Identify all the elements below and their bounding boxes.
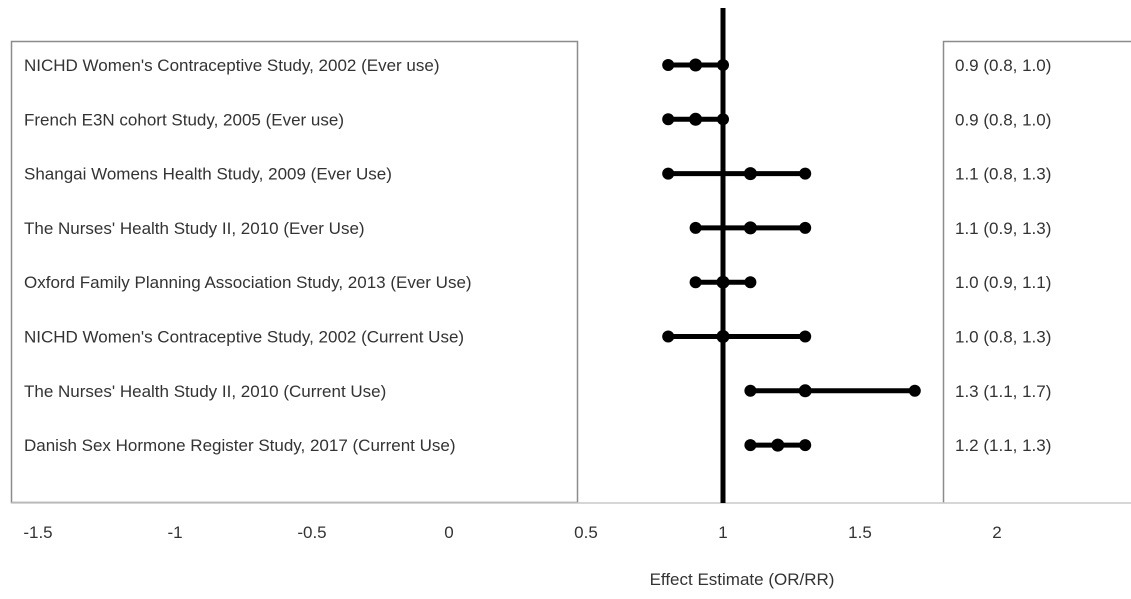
point-estimate-marker (689, 58, 703, 72)
ci-lower-marker (689, 276, 702, 289)
point-estimate-marker (689, 112, 703, 126)
ci-upper-marker (799, 167, 812, 180)
ci-upper-marker (908, 384, 921, 397)
x-tick-label: 0 (444, 523, 453, 542)
study-label: NICHD Women's Contraceptive Study, 2002 … (24, 56, 440, 75)
ci-upper-marker (799, 439, 812, 452)
x-tick-label: -1 (167, 523, 182, 542)
effect-ci-label: 0.9 (0.8, 1.0) (955, 110, 1051, 129)
ci-lower-marker (744, 384, 757, 397)
effect-ci-label: 1.0 (0.9, 1.1) (955, 273, 1051, 292)
value-panel-frame (942, 40, 1131, 503)
ci-lower-marker (662, 167, 675, 180)
ci-lower-marker (689, 221, 702, 234)
study-label: The Nurses' Health Study II, 2010 (Curre… (24, 382, 386, 401)
effect-ci-label: 1.3 (1.1, 1.7) (955, 382, 1051, 401)
ci-lower-marker (744, 439, 757, 452)
x-axis-title: Effect Estimate (OR/RR) (650, 570, 835, 589)
study-label: French E3N cohort Study, 2005 (Ever use) (24, 110, 344, 129)
study-label: Shangai Womens Health Study, 2009 (Ever … (24, 165, 392, 184)
ci-lower-marker (662, 330, 675, 343)
x-tick-label: 1 (718, 523, 727, 542)
study-label: Oxford Family Planning Association Study… (24, 273, 472, 292)
ci-upper-marker (799, 221, 812, 234)
point-estimate-marker (798, 384, 812, 398)
point-estimate-marker (743, 167, 757, 181)
effect-ci-label: 1.1 (0.8, 1.3) (955, 165, 1051, 184)
effect-ci-label: 1.1 (0.9, 1.3) (955, 219, 1051, 238)
x-tick-label: 1.5 (848, 523, 872, 542)
study-label: The Nurses' Health Study II, 2010 (Ever … (24, 219, 365, 238)
ci-lower-marker (662, 59, 675, 71)
x-tick-label: -0.5 (297, 523, 326, 542)
ci-upper-marker (744, 276, 757, 289)
ci-upper-marker (799, 330, 812, 343)
point-estimate-marker (743, 221, 757, 235)
point-estimate-marker (771, 438, 785, 452)
study-label: NICHD Women's Contraceptive Study, 2002 … (24, 328, 464, 347)
effect-ci-label: 1.0 (0.8, 1.3) (955, 328, 1051, 347)
x-tick-label: -1.5 (23, 523, 52, 542)
x-tick-label: 2 (992, 523, 1001, 542)
ci-lower-marker (662, 113, 675, 126)
effect-ci-label: 1.2 (1.1, 1.3) (955, 436, 1051, 455)
effect-ci-label: 0.9 (0.8, 1.0) (955, 56, 1051, 75)
x-tick-label: 0.5 (574, 523, 598, 542)
study-label: Danish Sex Hormone Register Study, 2017 … (24, 436, 455, 455)
